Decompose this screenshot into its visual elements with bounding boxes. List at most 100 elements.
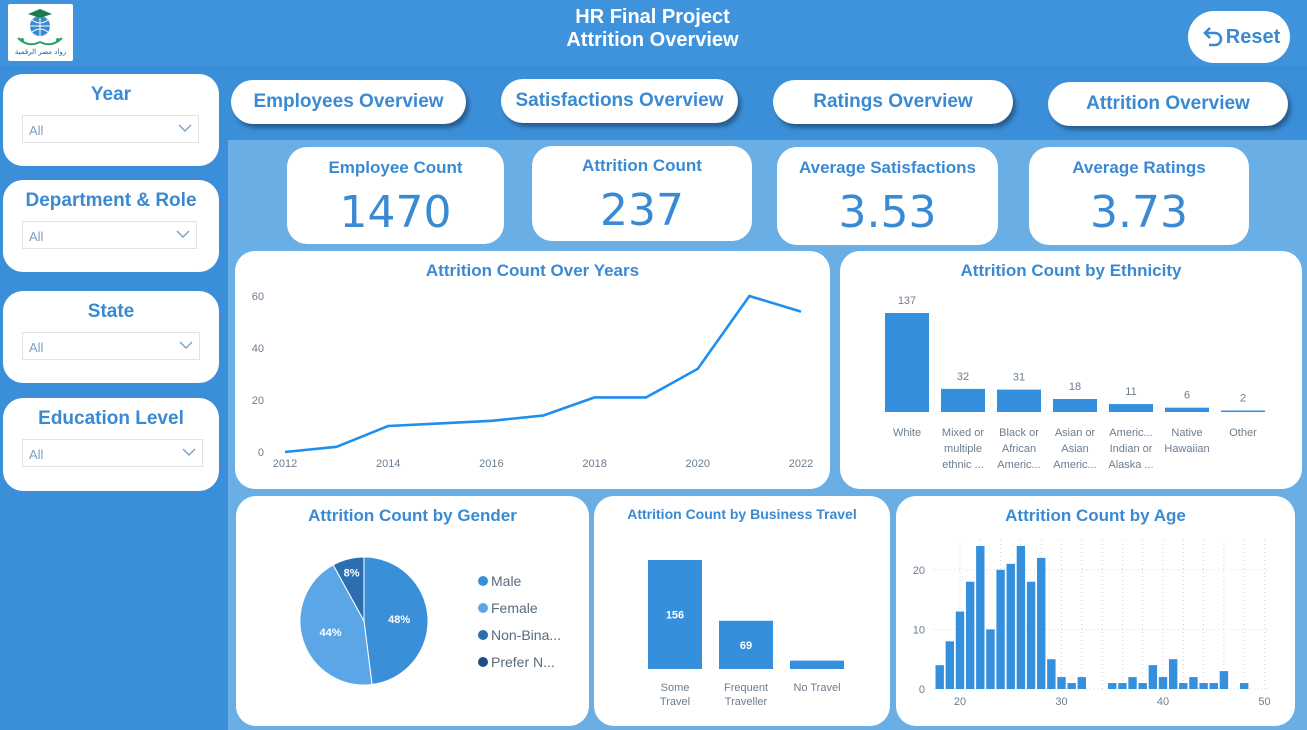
legend-label: Female [491,600,538,616]
page-title: HR Final Project Attrition Overview [400,6,905,52]
y-tick-label: 40 [252,343,264,355]
kpi-label: Average Ratings [1072,158,1206,177]
kpi-value: 3.73 [1090,187,1188,238]
bar [1189,677,1198,689]
data-label: 11 [1125,386,1136,398]
legend-marker [478,630,488,640]
tab-employees-overview[interactable]: Employees Overview [231,80,466,124]
pie-slice [299,564,373,686]
x-tick-label: 2012 [273,458,297,470]
slice-label: 48% [388,614,410,626]
bar [996,569,1005,689]
chevron-down-icon [179,341,193,349]
education-level-dropdown[interactable]: All [22,439,203,467]
logo-graphic [17,9,63,46]
bar [941,388,985,412]
state-dropdown-value: All [29,340,44,355]
state-dropdown[interactable]: All [22,332,200,360]
bar [1108,683,1117,689]
y-tick-label: 60 [252,291,264,303]
slicer-department-role-label: Department & Role [25,190,197,211]
category-label: Some Travel [660,682,690,708]
chevron-down-icon [176,230,190,238]
tab-ratings-overview[interactable]: Ratings Overview [773,80,1013,124]
category-label: Native Hawaiian [1164,427,1209,455]
bar [648,560,702,669]
legend-label: Non-Bina... [491,627,561,643]
slicer-department-role: Department & Role All [3,180,219,272]
bar [1026,581,1036,689]
x-tick-label: 50 [1258,696,1270,708]
year-dropdown[interactable]: All [22,115,199,143]
tab-satisfactions-overview[interactable]: Satisfactions Overview [501,79,738,123]
title-line-2: Attrition Overview [566,29,739,51]
business-travel-chart-svg: 156 Some Travel 69 Frequent Traveller No Trave… [648,560,844,708]
kpi-card-average-ratings: Average Ratings 3.73 [1029,147,1249,245]
bar [1158,677,1168,689]
bar [935,665,944,689]
bar [1118,683,1127,689]
bar [1221,410,1265,412]
logo: رواد مصر الرقمية [8,4,73,61]
department-role-dropdown-value: All [29,229,44,244]
bar [1240,683,1249,689]
bar [1109,404,1153,412]
reset-button[interactable]: Reset [1188,11,1290,63]
legend-label: Male [491,573,522,589]
bar [1067,683,1076,689]
slice-label: 44% [320,627,342,639]
bar [1053,398,1097,412]
kpi-value: 3.53 [838,187,937,238]
x-tick-label: 2016 [479,458,503,470]
slicer-state-label: State [87,301,135,322]
chart-attrition-by-gender: Attrition Count by Gender 48% 44% 8% Male Fe… [236,496,589,726]
chart-attrition-by-ethnicity: Attrition Count by Ethnicity 137 White 32 M… [840,251,1302,489]
bar [955,611,965,689]
reset-label: Reset [1225,25,1281,48]
data-label: 31 [1013,372,1025,384]
pie-slice [332,556,365,622]
kpi-label: Employee Count [328,158,463,177]
year-dropdown-value: All [29,123,44,138]
legend-marker [478,657,488,667]
category-label: Black or African Americ... [997,427,1040,471]
title-line-1: HR Final Project [575,6,730,28]
kpi-value: 237 [600,185,684,236]
department-role-dropdown[interactable]: All [22,221,197,249]
tab-attrition-overview[interactable]: Attrition Overview [1048,82,1288,126]
kpi-value: 1470 [339,187,452,238]
undo-icon [1202,27,1223,47]
category-label: No Travel [793,682,840,694]
category-label: Asian or Asian Americ... [1053,427,1096,471]
y-tick-label: 0 [919,684,925,696]
chart-title: Attrition Count by Business Travel [627,506,857,522]
slicer-state: State All [3,291,219,383]
category-label: Americ... Indian or Alaska ... [1108,427,1153,471]
chart-title: Attrition Count by Gender [308,506,517,525]
x-tick-label: 20 [954,696,966,708]
kpi-card-average-satisfactions: Average Satisfactions 3.53 [777,147,998,245]
legend-marker [478,603,488,613]
bar [986,629,995,689]
category-label: Other [1229,427,1257,439]
bar [1168,659,1178,689]
slicer-year-label: Year [90,84,132,105]
chevron-down-icon [178,124,192,132]
chart-title: Attrition Count Over Years [425,261,640,280]
bar [790,660,844,669]
x-tick-label: 40 [1157,696,1169,708]
pie-slice [363,556,429,686]
bar [1037,557,1046,689]
data-label: 137 [898,295,916,307]
kpi-label: Attrition Count [582,156,702,175]
x-tick-label: 2022 [789,458,813,470]
data-label: 69 [740,640,752,652]
chart-attrition-by-age: Attrition Count by Age 0 10 20 20 30 40 50 [896,496,1295,726]
category-label: White [893,427,921,439]
bar [997,389,1041,412]
ethnicity-chart-svg: 137 White 32 Mixed or multiple ethnic ... 31 Bl… [885,295,1265,471]
y-tick-label: 20 [913,565,925,577]
bar [1148,665,1158,689]
x-tick-label: 30 [1055,696,1067,708]
chart-title: Attrition Count by Ethnicity [960,261,1182,280]
